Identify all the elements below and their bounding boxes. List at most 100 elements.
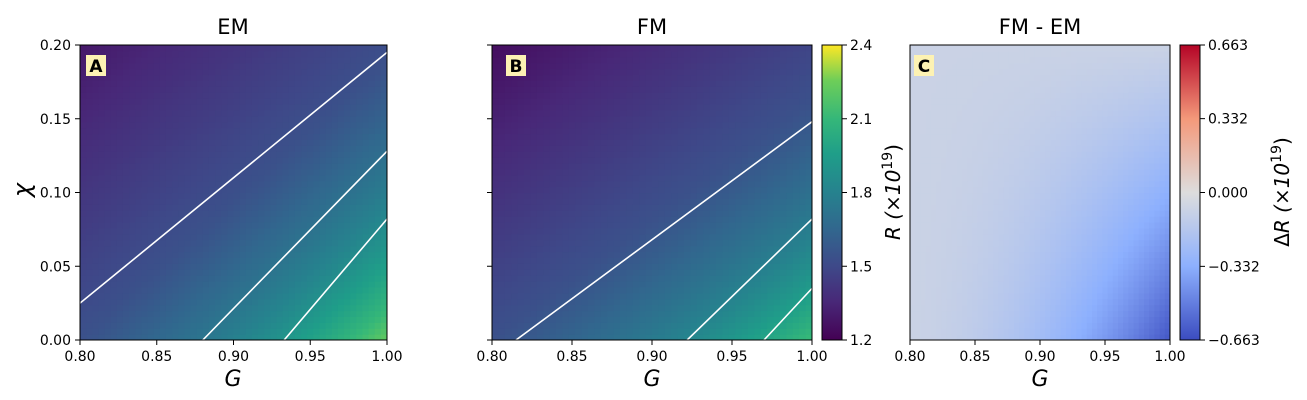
heatmap-cell xyxy=(368,322,376,329)
heatmap-cell xyxy=(498,50,506,58)
heatmap-cell xyxy=(141,180,149,188)
heatmap-cell xyxy=(153,74,161,81)
heatmap-cell xyxy=(684,163,691,170)
heatmap-cell xyxy=(652,269,659,276)
heatmap-cell xyxy=(767,245,775,253)
heatmap-cell xyxy=(282,62,290,70)
heatmap-cell xyxy=(165,104,173,111)
heatmap-cell xyxy=(104,121,112,129)
heatmap-cell xyxy=(677,227,685,235)
heatmap-cell xyxy=(575,133,583,140)
heatmap-cell xyxy=(575,286,583,294)
heatmap-cell xyxy=(276,233,284,241)
heatmap-cell xyxy=(288,109,296,117)
heatmap-cell xyxy=(122,216,130,223)
heatmap-cell xyxy=(626,227,634,235)
heatmap-cell xyxy=(159,127,167,135)
heatmap-cell xyxy=(301,121,308,129)
heatmap-cell xyxy=(215,163,222,170)
heatmap-cell xyxy=(172,227,179,235)
heatmap-cell xyxy=(511,251,519,258)
heatmap-cell xyxy=(172,304,179,312)
heatmap-cell xyxy=(536,109,544,117)
heatmap-cell xyxy=(581,180,589,188)
heatmap-cell xyxy=(639,298,647,306)
heatmap-cell xyxy=(511,50,519,58)
heatmap-cell xyxy=(270,222,278,229)
heatmap-cell xyxy=(153,269,161,276)
heatmap-cell xyxy=(276,245,284,253)
heatmap-cell xyxy=(159,328,167,335)
heatmap-cell xyxy=(196,222,204,229)
heatmap-cell xyxy=(728,86,736,93)
heatmap-cell xyxy=(741,127,749,135)
heatmap-cell xyxy=(664,227,672,235)
heatmap-cell xyxy=(190,286,198,294)
heatmap-cell xyxy=(80,98,87,105)
heatmap-cell xyxy=(780,145,787,152)
heatmap-cell xyxy=(264,104,271,111)
heatmap-cell xyxy=(116,328,124,335)
heatmap-cell xyxy=(184,109,192,117)
heatmap-cell xyxy=(524,56,531,64)
heatmap-cell xyxy=(313,133,321,140)
heatmap-cell xyxy=(165,198,173,205)
heatmap-cell xyxy=(221,50,228,58)
heatmap-cell xyxy=(313,115,321,123)
heatmap-cell xyxy=(709,86,717,93)
heatmap-cell xyxy=(294,304,302,312)
heatmap-cell xyxy=(104,115,112,123)
heatmap-cell xyxy=(202,62,210,70)
heatmap-cell xyxy=(504,86,512,93)
heatmap-cell xyxy=(780,133,787,140)
heatmap-cell xyxy=(543,210,551,217)
heatmap-cell xyxy=(344,198,351,205)
heatmap-cell xyxy=(728,275,736,282)
heatmap-cell xyxy=(607,115,615,123)
heatmap-cell xyxy=(202,275,210,282)
heatmap-cell xyxy=(313,204,321,211)
heatmap-cell xyxy=(135,198,142,205)
heatmap-cell xyxy=(575,92,583,99)
heatmap-cell xyxy=(233,204,241,211)
heatmap-cell xyxy=(368,316,376,323)
heatmap-cell xyxy=(594,80,602,87)
heatmap-cell xyxy=(562,145,570,152)
heatmap-cell xyxy=(368,109,376,117)
heatmap-cell xyxy=(251,192,259,199)
heatmap-cell xyxy=(626,281,634,288)
heatmap-cell xyxy=(703,316,711,323)
heatmap-cell xyxy=(671,239,679,247)
heatmap-cell xyxy=(722,168,730,176)
heatmap-cell xyxy=(588,263,595,270)
heatmap-cell xyxy=(116,292,124,300)
heatmap-cell xyxy=(92,292,100,300)
heatmap-cell xyxy=(86,334,93,340)
heatmap-cell xyxy=(362,286,370,294)
heatmap-cell xyxy=(741,98,749,105)
heatmap-cell xyxy=(728,304,736,312)
heatmap-cell xyxy=(141,163,149,170)
heatmap-cell xyxy=(492,204,499,211)
heatmap-cell xyxy=(208,257,216,264)
heatmap-cell xyxy=(575,269,583,276)
heatmap-cell xyxy=(380,139,387,146)
heatmap-cell xyxy=(684,269,691,276)
heatmap-cell xyxy=(607,275,615,282)
heatmap-cell xyxy=(221,292,228,300)
heatmap-cell xyxy=(639,127,647,135)
heatmap-cell xyxy=(581,68,589,76)
heatmap-cell xyxy=(110,133,118,140)
heatmap-cell xyxy=(331,204,339,211)
heatmap-cell xyxy=(368,239,376,247)
heatmap-cell xyxy=(536,56,544,64)
heatmap-cell xyxy=(511,45,519,52)
heatmap-cell xyxy=(233,86,241,93)
heatmap-cell xyxy=(645,133,653,140)
heatmap-cell xyxy=(556,121,563,129)
heatmap-cell xyxy=(356,227,364,235)
heatmap-cell xyxy=(288,198,296,205)
heatmap-cell xyxy=(362,109,370,117)
heatmap-cell xyxy=(511,157,519,164)
heatmap-cell xyxy=(696,316,704,323)
